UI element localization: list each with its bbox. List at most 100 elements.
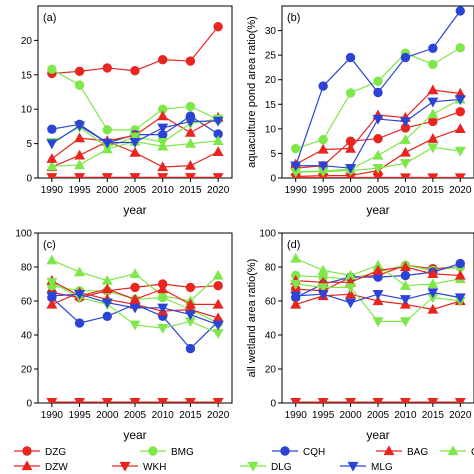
point-MLG <box>129 138 141 148</box>
point-CHG <box>427 278 439 289</box>
series-group <box>46 21 224 178</box>
point-WKH <box>372 397 384 403</box>
point-CQH <box>318 81 328 91</box>
point-BMG <box>102 125 112 135</box>
point-MLG <box>74 121 86 132</box>
y-tick-label: 0 <box>270 174 276 185</box>
x-axis-label: year <box>123 428 146 442</box>
y-tick-label: 40 <box>265 331 277 342</box>
point-BAG <box>290 298 302 309</box>
y-tick-label: 20 <box>21 36 33 47</box>
point-DZW <box>427 268 439 278</box>
point-CHG <box>290 252 302 263</box>
y-tick-label: 0 <box>26 174 32 185</box>
point-WKH <box>46 173 58 178</box>
panel-c: 0 20 40 60 80 100 1990 1995 2000 2005 2010 2015 2020… <box>15 229 233 442</box>
point-WKH <box>129 397 141 403</box>
legend-item-DZW: DZW <box>14 460 68 473</box>
point-DZG <box>373 133 383 144</box>
point-MLG <box>345 298 357 309</box>
point-WKH <box>101 173 113 178</box>
y-tick-label: 20 <box>21 365 33 376</box>
point-CQH <box>373 87 383 98</box>
y-tick-label: 30 <box>265 26 277 37</box>
legend-item-DLG: DLG <box>240 461 292 473</box>
point-DLG <box>454 146 466 157</box>
point-WKH <box>74 397 86 403</box>
point-MLG <box>157 123 169 134</box>
y-tick-label: 100 <box>15 229 32 240</box>
x-axis-label: year <box>366 428 389 442</box>
point-BAG <box>427 133 439 143</box>
point-BAG <box>427 303 439 314</box>
legend-label: BAG <box>407 447 428 458</box>
point-WKH <box>290 397 302 403</box>
point-WKH <box>454 173 466 178</box>
point-CHG <box>129 268 141 278</box>
point-MLG <box>184 117 196 128</box>
point-BAG <box>212 146 224 157</box>
y-tick-label: 10 <box>21 105 33 116</box>
point-DZW <box>399 261 411 272</box>
point-MLG <box>212 116 224 127</box>
point-CQH <box>400 270 411 281</box>
x-tick-label: 1990 <box>41 185 64 196</box>
y-tick-label: 25 <box>265 51 277 62</box>
x-tick-label: 2005 <box>124 185 147 196</box>
point-WKH <box>427 173 439 178</box>
legend-item-BAG: BAG <box>376 445 428 458</box>
point-DZW <box>157 283 169 294</box>
point-WKH <box>74 173 86 178</box>
point-DZG <box>158 54 168 65</box>
y-tick-label: 15 <box>265 100 277 111</box>
point-CQH <box>74 318 85 328</box>
legend-label: BMG <box>171 447 194 458</box>
point-WKH <box>129 173 141 178</box>
point-CQH <box>400 52 411 63</box>
x-tick-label: 2000 <box>96 185 119 196</box>
point-CHG <box>399 134 411 144</box>
point-MLG <box>317 290 329 300</box>
point-MLG <box>184 310 196 321</box>
point-MLG <box>101 138 113 149</box>
point-CHG <box>184 137 196 148</box>
y-tick-label: 5 <box>26 139 32 150</box>
point-MLG <box>157 303 169 314</box>
point-CHG <box>46 160 58 171</box>
legend-label: WKH <box>143 462 166 473</box>
x-tick-label: 2020 <box>449 185 472 196</box>
point-MLG <box>372 114 384 125</box>
point-DZW <box>345 142 357 153</box>
point-CHG <box>157 290 169 301</box>
point-DZW <box>46 153 58 163</box>
point-DLG <box>317 283 329 294</box>
point-DLG <box>157 324 169 334</box>
x-tick-label: 2010 <box>394 410 417 421</box>
point-DZG <box>213 281 223 291</box>
x-axis-label: year <box>123 203 146 217</box>
point-MLG <box>46 139 58 150</box>
point-WKH <box>454 397 466 403</box>
legend: DZG BMG CQH BAG CHG DZW WKH DLG MLG <box>14 445 474 473</box>
point-DZG <box>213 21 223 32</box>
point-WKH <box>212 173 224 178</box>
x-tick-label: 2020 <box>207 410 230 421</box>
point-MLG <box>399 295 411 305</box>
point-DZG <box>455 106 465 117</box>
legend-label: CQH <box>303 447 325 458</box>
series-group <box>46 254 224 403</box>
point-CQH <box>185 343 196 354</box>
point-MLG <box>46 291 58 302</box>
point-MLG <box>212 320 224 331</box>
point-WKH <box>345 397 357 403</box>
y-axis-label: aquaculture pond area ratio(%) <box>246 16 258 168</box>
point-BAG <box>345 288 357 299</box>
legend-marker <box>22 446 32 456</box>
y-tick-label: 100 <box>259 229 276 240</box>
x-tick-label: 2005 <box>367 185 390 196</box>
legend-item-WKH: WKH <box>112 461 166 473</box>
panel-d: 0 20 40 60 80 100 1990 1995 2000 2005 2010 2015 2020… <box>246 229 474 442</box>
x-axis-label: year <box>366 203 389 217</box>
point-MLG <box>427 97 439 108</box>
point-CHG <box>317 264 329 275</box>
